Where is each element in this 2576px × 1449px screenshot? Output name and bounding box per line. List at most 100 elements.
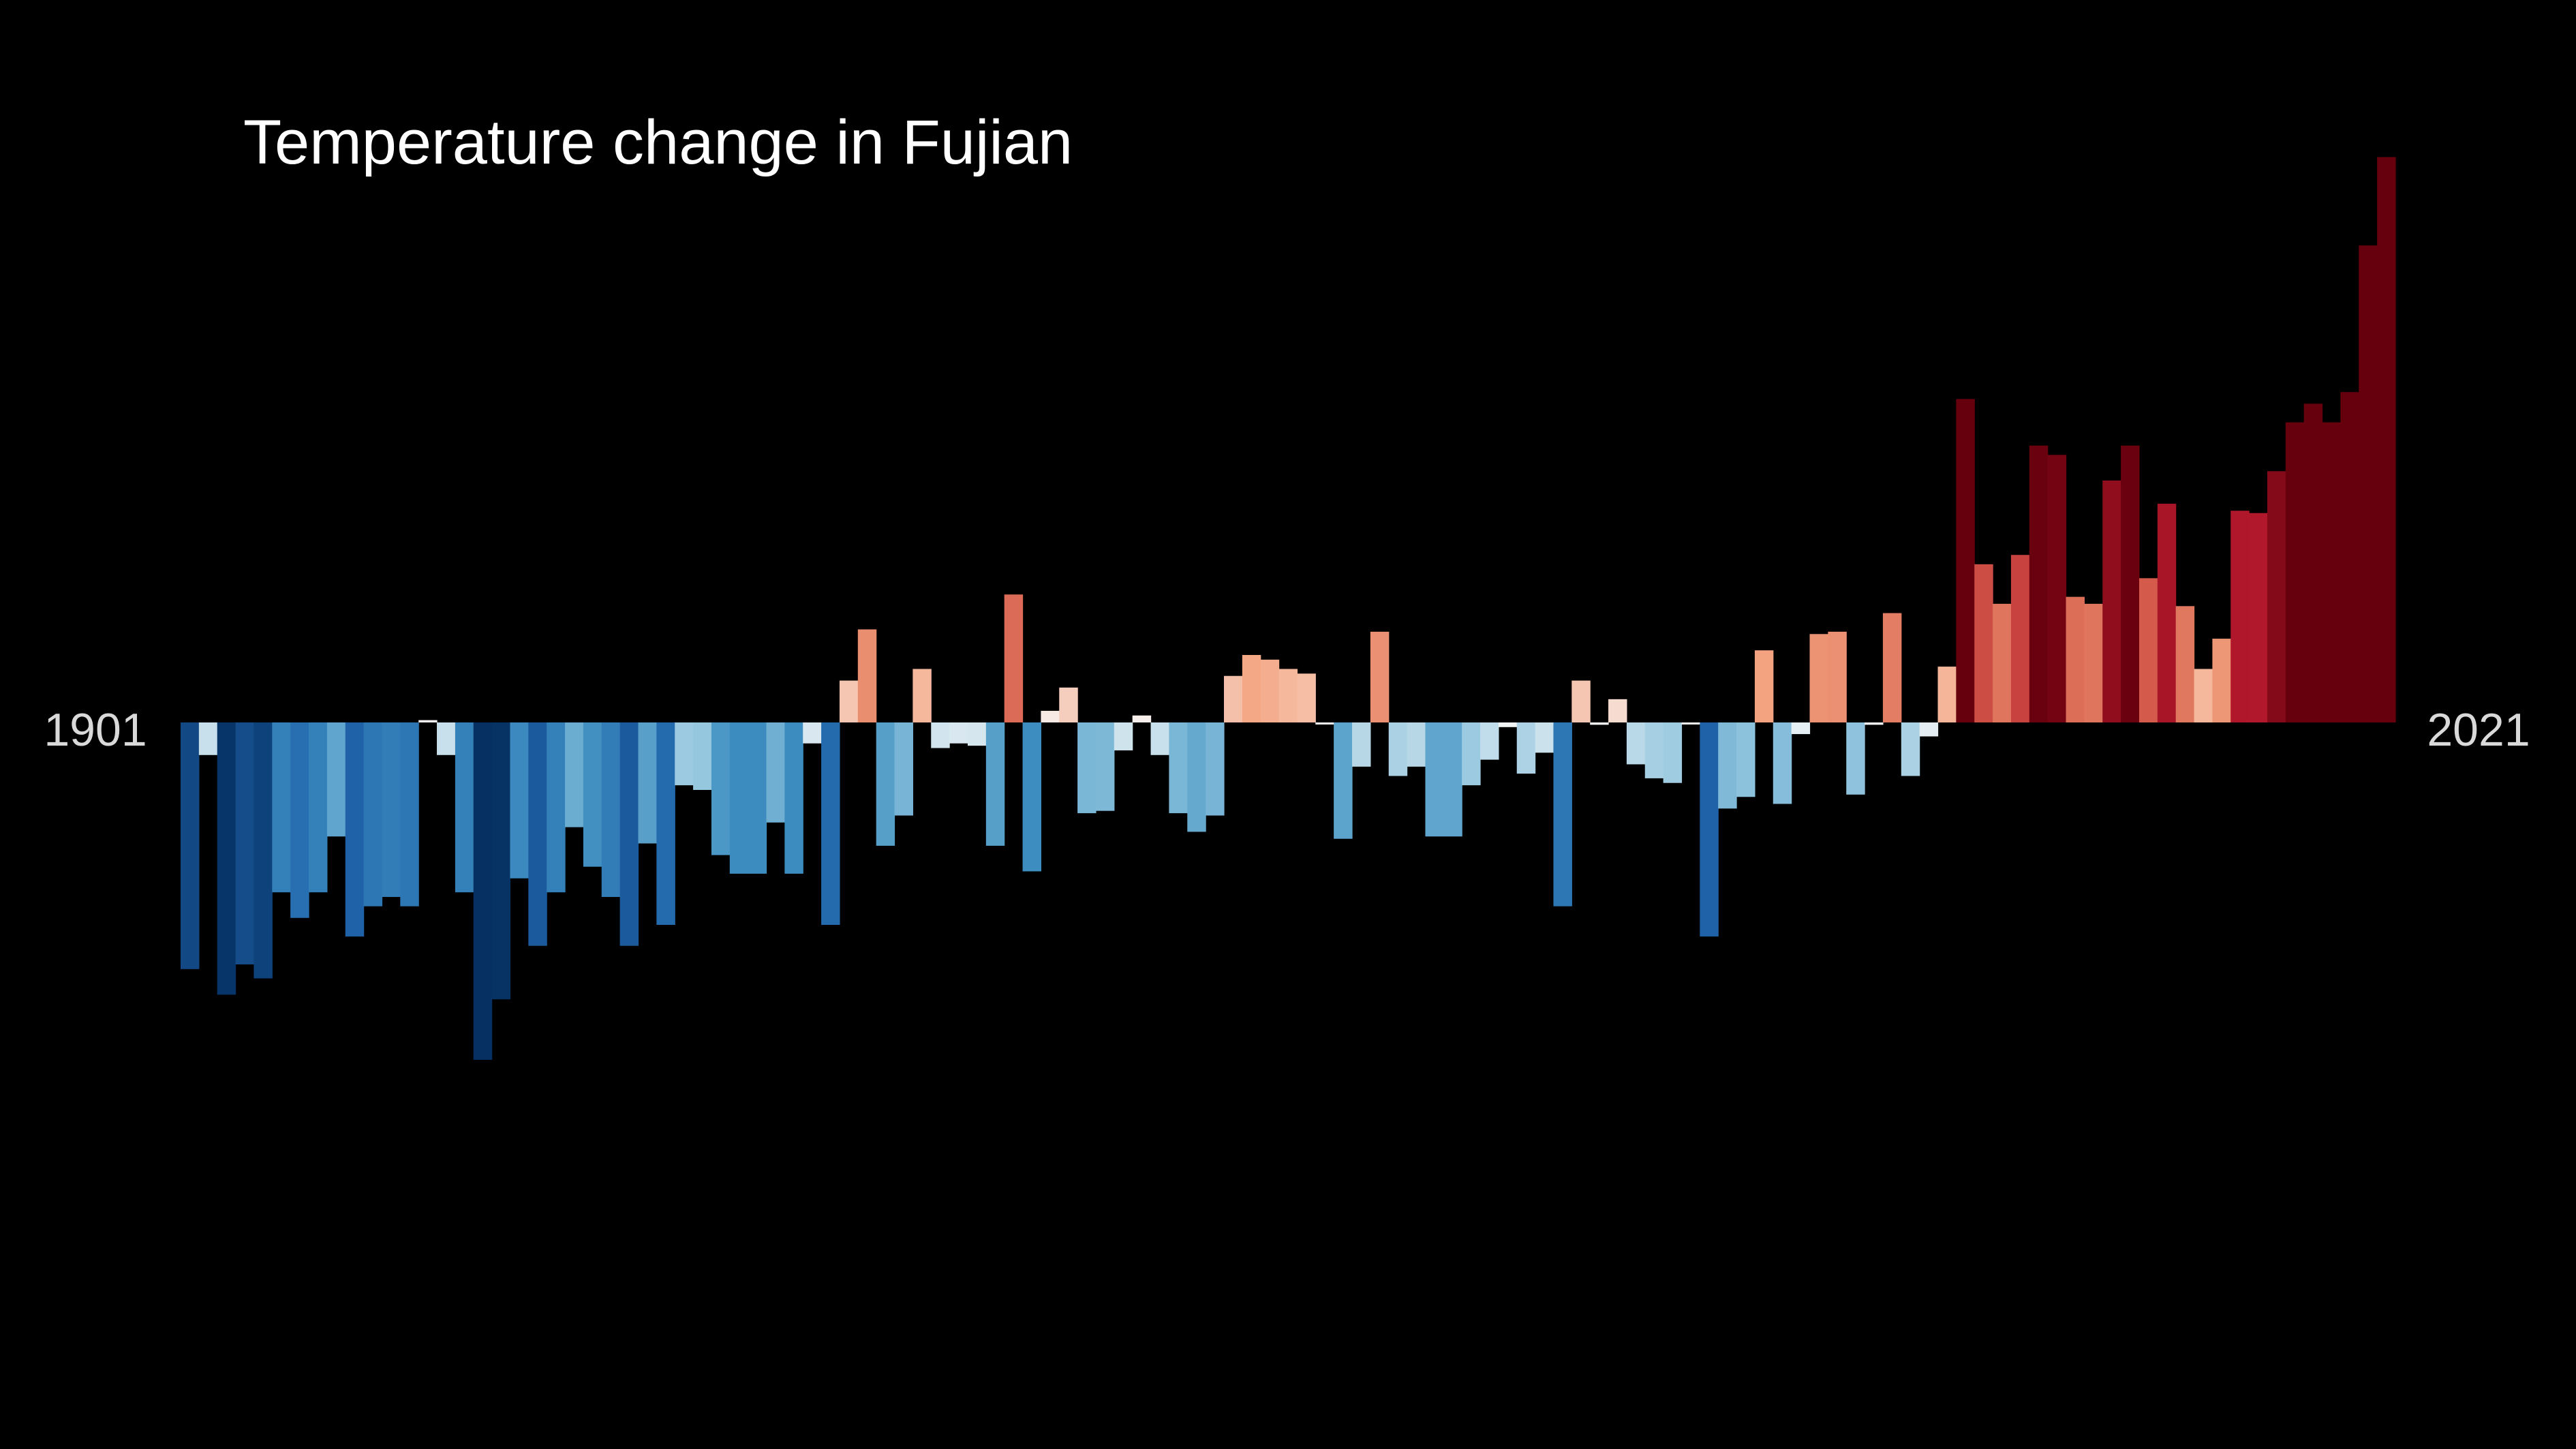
- bar-1926: [638, 722, 657, 844]
- bar-1975: [1535, 722, 1554, 753]
- bar-1967: [1388, 722, 1408, 776]
- bar-1942: [931, 722, 950, 748]
- bar-2000: [1993, 603, 2012, 722]
- bar-1939: [876, 722, 895, 846]
- bar-1945: [985, 722, 1005, 846]
- bar-1995: [1901, 722, 1920, 776]
- start-year-label: 1901: [44, 704, 147, 756]
- bar-1987: [1754, 650, 1774, 722]
- bar-1902: [198, 722, 218, 755]
- end-year-label: 2021: [2427, 704, 2530, 756]
- bar-1960: [1260, 659, 1280, 722]
- bar-1980: [1626, 722, 1646, 765]
- bar-1988: [1773, 722, 1792, 804]
- bar-2009: [2157, 504, 2177, 722]
- bar-1994: [1882, 613, 1902, 722]
- bar-1978: [1590, 722, 1609, 725]
- bar-2011: [2194, 669, 2213, 722]
- bar-2015: [2267, 471, 2286, 722]
- bar-2021: [2377, 157, 2396, 722]
- bar-2005: [2084, 603, 2103, 722]
- bar-2010: [2175, 606, 2195, 722]
- bar-1920: [528, 722, 547, 946]
- bar-1916: [455, 722, 474, 893]
- bar-1965: [1352, 722, 1371, 767]
- bar-1951: [1095, 722, 1115, 811]
- bar-1976: [1553, 722, 1572, 906]
- bar-1913: [400, 722, 419, 906]
- bar-1955: [1169, 722, 1188, 814]
- bar-1921: [547, 722, 566, 893]
- bar-1949: [1059, 687, 1078, 722]
- bar-1905: [254, 722, 273, 979]
- bar-1924: [601, 722, 621, 898]
- bars-group: [181, 157, 2396, 1060]
- bar-1911: [363, 722, 383, 906]
- bar-1983: [1681, 722, 1700, 724]
- bar-1929: [693, 722, 712, 790]
- bar-1948: [1041, 710, 1060, 722]
- bar-1997: [1937, 667, 1957, 722]
- bar-1956: [1187, 722, 1206, 832]
- bar-1982: [1663, 722, 1683, 783]
- bar-1947: [1022, 722, 1041, 872]
- bar-1946: [1004, 594, 1024, 722]
- bar-2012: [2212, 639, 2231, 722]
- bar-1971: [1462, 722, 1481, 786]
- bar-1972: [1480, 722, 1499, 760]
- bar-1974: [1516, 722, 1536, 774]
- bar-1991: [1828, 631, 1847, 722]
- bar-1933: [766, 722, 785, 823]
- bar-1990: [1809, 634, 1828, 722]
- bar-1966: [1370, 631, 1390, 722]
- bar-1917: [473, 722, 493, 1060]
- bar-1928: [675, 722, 694, 786]
- bar-2008: [2138, 578, 2158, 722]
- bar-2003: [2047, 455, 2067, 722]
- bar-1970: [1443, 722, 1462, 837]
- bar-2016: [2285, 422, 2305, 722]
- bar-2002: [2029, 445, 2049, 722]
- bar-2013: [2230, 510, 2250, 722]
- bar-1989: [1791, 722, 1811, 735]
- bar-1914: [418, 720, 438, 722]
- bar-2017: [2303, 403, 2323, 722]
- bar-1979: [1608, 699, 1627, 722]
- bar-1915: [437, 722, 456, 755]
- bar-1957: [1206, 722, 1225, 816]
- bar-1918: [491, 722, 511, 1000]
- bar-1923: [583, 722, 602, 867]
- bar-1962: [1297, 673, 1316, 722]
- bar-2018: [2322, 422, 2342, 722]
- bar-1993: [1865, 722, 1884, 725]
- bar-1973: [1498, 722, 1518, 727]
- chart-title: Temperature change in Fujian: [243, 108, 1073, 177]
- bar-1968: [1407, 722, 1426, 767]
- bar-1937: [839, 680, 859, 722]
- bar-1943: [949, 722, 968, 744]
- bar-1936: [821, 722, 840, 925]
- bar-1954: [1150, 722, 1170, 755]
- bar-1925: [619, 722, 639, 946]
- bar-2004: [2066, 596, 2085, 722]
- bar-1984: [1700, 722, 1719, 937]
- bar-1908: [309, 722, 328, 893]
- bar-1985: [1718, 722, 1737, 809]
- bar-1927: [656, 722, 675, 925]
- bar-1969: [1425, 722, 1444, 837]
- bar-1959: [1242, 655, 1261, 722]
- bar-1981: [1644, 722, 1664, 778]
- bar-1935: [803, 722, 822, 744]
- bar-1903: [217, 722, 236, 995]
- bar-1901: [181, 722, 200, 969]
- bar-1964: [1334, 722, 1353, 839]
- bar-1906: [272, 722, 291, 893]
- bar-1944: [967, 722, 987, 746]
- bar-1922: [565, 722, 584, 827]
- bar-1910: [345, 722, 365, 937]
- bar-1986: [1736, 722, 1755, 797]
- bar-1931: [729, 722, 749, 874]
